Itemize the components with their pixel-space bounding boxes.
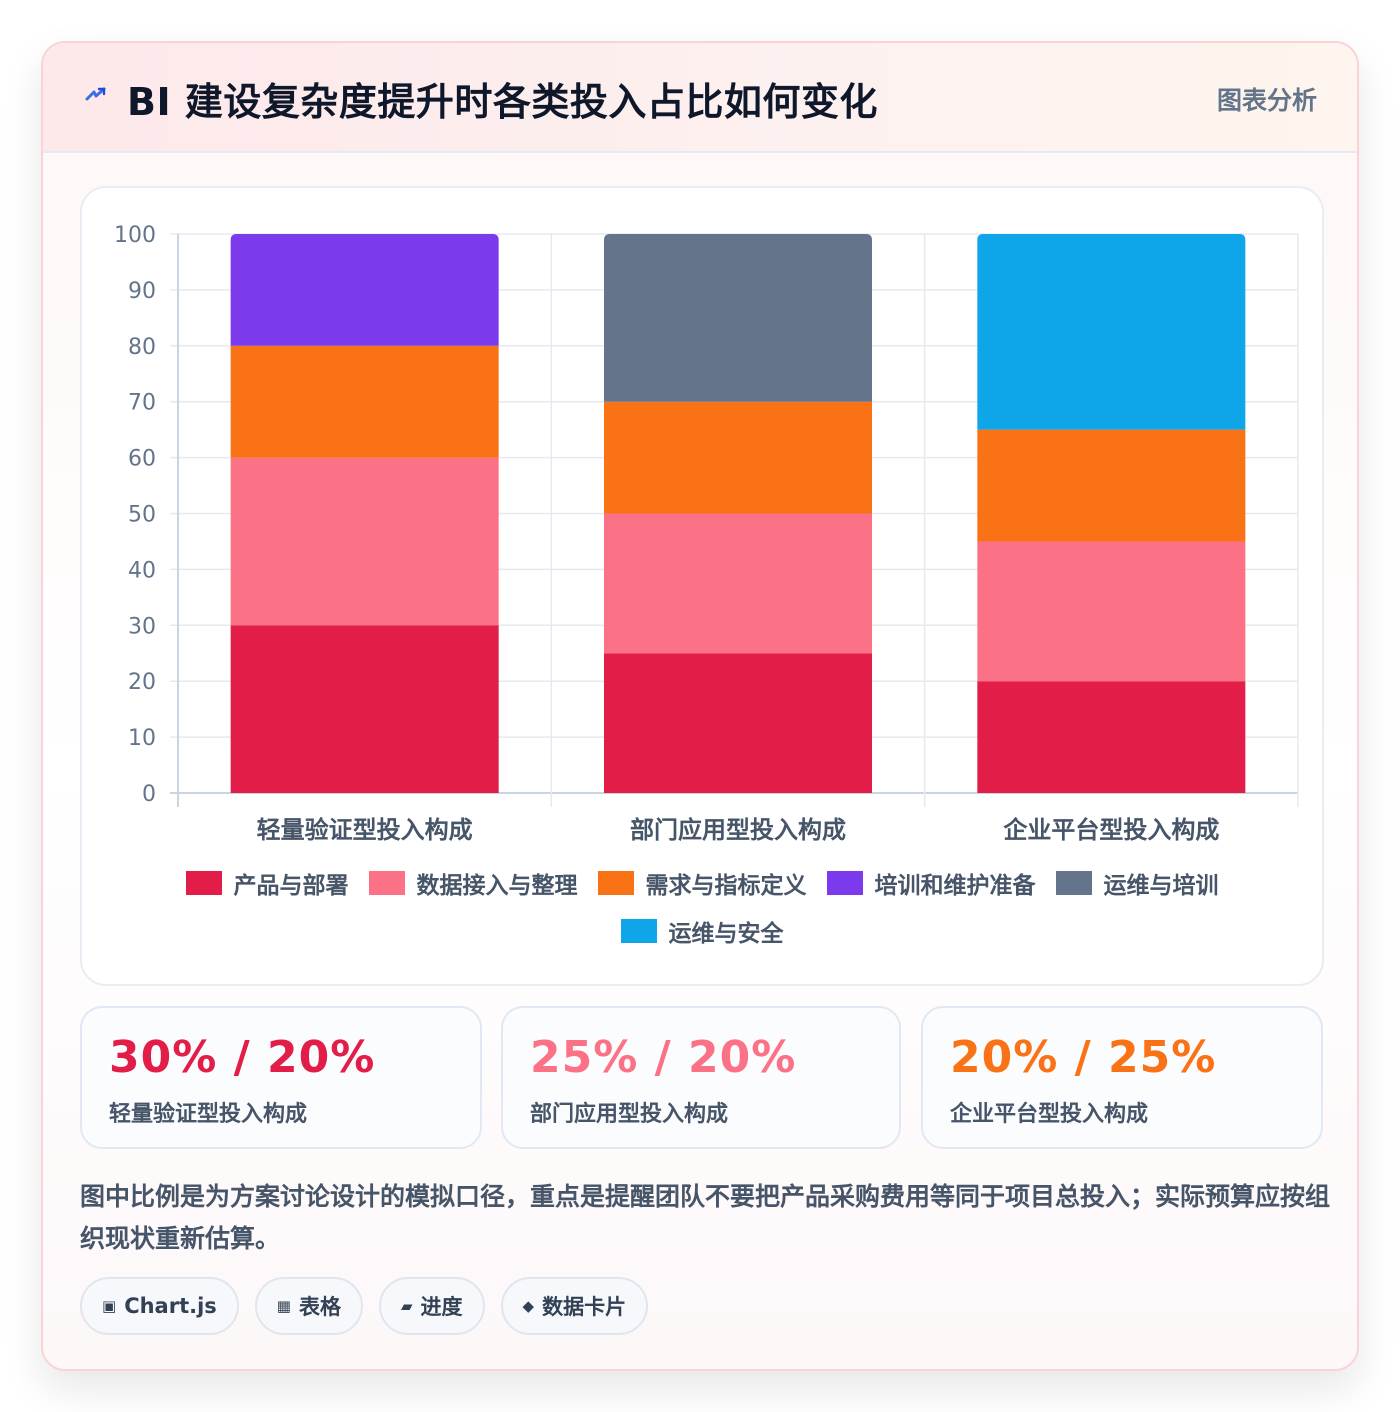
- lightning-icon: [85, 87, 106, 101]
- chartjs-chip[interactable]: ▣ Chart.js: [80, 1277, 239, 1335]
- stat-label: 轻量验证型投入构成: [109, 1102, 308, 1127]
- y-tick-label: 0: [142, 782, 156, 807]
- y-tick-label: 100: [114, 223, 156, 248]
- stat-value: 30% / 20%: [109, 1032, 376, 1083]
- legend-label: 培训和维护准备: [874, 873, 1036, 899]
- chip-label: 数据卡片: [542, 1295, 627, 1319]
- table-icon: ▦: [276, 1297, 291, 1315]
- bar-segment: [977, 234, 1246, 430]
- y-tick-label: 80: [128, 335, 156, 360]
- bar-segment: [604, 234, 872, 402]
- chart-icon: ▣: [102, 1297, 117, 1315]
- y-tick-label: 90: [128, 279, 156, 304]
- legend-swatch: [185, 871, 222, 895]
- bar-segment: [230, 457, 499, 626]
- y-tick-label: 20: [128, 670, 156, 695]
- stat-card: 25% / 20% 部门应用型投入构成: [501, 1006, 901, 1149]
- legend-swatch: [620, 919, 657, 943]
- bar-segment: [977, 429, 1246, 542]
- stat-card: 30% / 20% 轻量验证型投入构成: [80, 1006, 482, 1149]
- legend-item[interactable]: 运维与安全: [620, 914, 784, 948]
- y-tick-label: 10: [128, 726, 156, 751]
- legend-swatch: [826, 871, 863, 895]
- bar-segment: [230, 234, 499, 346]
- y-tick-label: 30: [128, 614, 156, 639]
- chart-panel: 0 10 20 30 40 50 60 70 80 90 100 轻量验证型投入构成 部门应用型投入构成…: [80, 186, 1324, 986]
- legend-label: 运维与安全: [668, 921, 784, 947]
- legend-row: 产品与部署 数据接入与整理 需求与指标定义 培训和维护准备 运维与培训: [82, 866, 1322, 900]
- page-title: BI 建设复杂度提升时各类投入占比如何变化: [127, 80, 878, 124]
- y-tick-label: 70: [128, 391, 156, 416]
- legend-swatch: [1055, 871, 1092, 895]
- legend-label: 数据接入与整理: [416, 873, 578, 899]
- y-tick-label: 60: [128, 447, 156, 472]
- stacked-bar-chart: 0 10 20 30 40 50 60 70 80 90 100 轻量验证型投入构成 部门应用型投入构成…: [114, 223, 1299, 844]
- bar-segment: [977, 541, 1246, 682]
- table-chip[interactable]: ▦ 表格: [254, 1277, 363, 1335]
- y-tick-label: 50: [128, 503, 156, 528]
- chart-note: 图中比例是为方案讨论设计的模拟口径，重点是提醒团队不要把产品采购费用等同于项目总…: [80, 1182, 1331, 1253]
- bar-segment: [604, 401, 872, 514]
- legend-label: 产品与部署: [233, 873, 349, 899]
- legend-row: 运维与安全: [82, 914, 1322, 948]
- chip-label: 进度: [420, 1295, 463, 1319]
- x-tick-label: 轻量验证型投入构成: [257, 816, 473, 844]
- legend-swatch: [597, 871, 634, 895]
- bar-segment: [604, 653, 872, 793]
- bar-segment: [977, 681, 1246, 793]
- bar-segment: [604, 513, 872, 654]
- diamond-icon: ◆: [522, 1297, 535, 1315]
- feature-chips: ▣ Chart.js ▦ 表格 ▰ 进度 ◆ 数据卡片: [80, 1277, 649, 1335]
- chart-card: BI 建设复杂度提升时各类投入占比如何变化 图表分析 0 10 20 30 40 50 60…: [41, 41, 1359, 1371]
- legend-item[interactable]: 数据接入与整理: [368, 866, 578, 900]
- legend-item[interactable]: 运维与培训: [1055, 866, 1219, 900]
- legend-swatch: [368, 871, 405, 895]
- progress-icon: ▰: [400, 1297, 413, 1315]
- data-card-chip[interactable]: ◆ 数据卡片: [500, 1277, 649, 1335]
- chart-analysis-tag: 图表分析: [1216, 86, 1317, 115]
- stat-card: 20% / 25% 企业平台型投入构成: [921, 1006, 1323, 1149]
- chip-label: Chart.js: [124, 1294, 217, 1318]
- chip-label: 表格: [298, 1295, 341, 1319]
- chart-legend: 产品与部署 数据接入与整理 需求与指标定义 培训和维护准备 运维与培训运维与安全: [82, 866, 1322, 962]
- legend-label: 运维与培训: [1103, 873, 1219, 899]
- y-tick-label: 40: [128, 558, 156, 583]
- stat-value: 20% / 25%: [950, 1032, 1217, 1083]
- bar-segment: [230, 625, 499, 793]
- card-header: BI 建设复杂度提升时各类投入占比如何变化 图表分析: [43, 43, 1357, 153]
- x-tick-label: 企业平台型投入构成: [1003, 816, 1219, 844]
- x-tick-label: 部门应用型投入构成: [630, 816, 846, 844]
- legend-item[interactable]: 需求与指标定义: [597, 866, 807, 900]
- legend-label: 需求与指标定义: [645, 873, 807, 899]
- legend-item[interactable]: 培训和维护准备: [826, 866, 1036, 900]
- bar-segment: [230, 345, 499, 458]
- legend-item[interactable]: 产品与部署: [185, 866, 349, 900]
- stat-value: 25% / 20%: [530, 1032, 797, 1083]
- stat-label: 企业平台型投入构成: [950, 1102, 1149, 1127]
- progress-chip[interactable]: ▰ 进度: [378, 1277, 485, 1335]
- stat-label: 部门应用型投入构成: [530, 1102, 729, 1127]
